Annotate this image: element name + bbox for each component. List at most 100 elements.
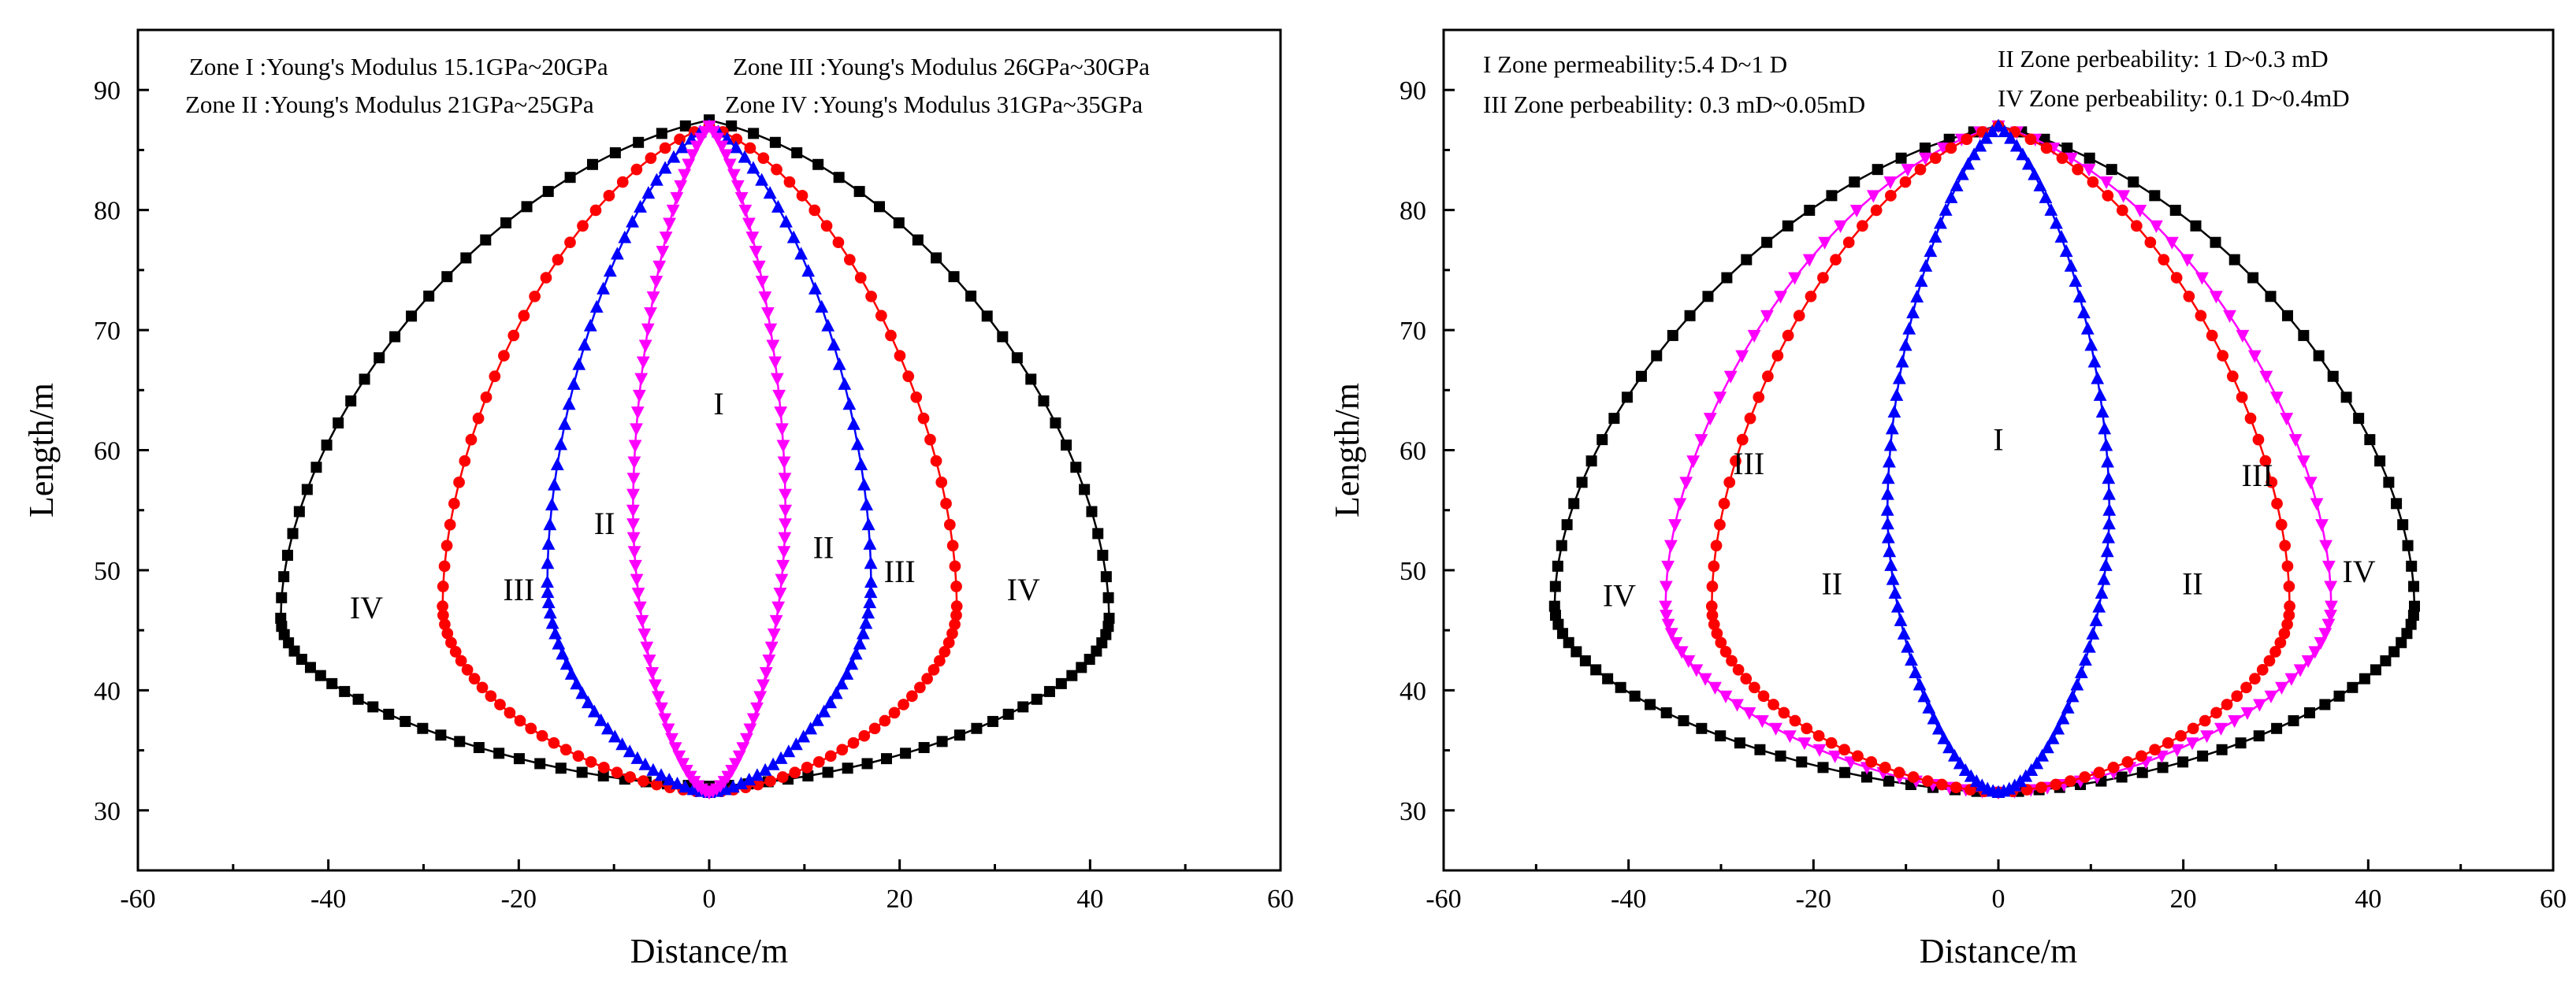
square-marker [1563,636,1574,648]
square-marker [1883,775,1894,787]
triangle-down-marker [778,532,792,545]
triangle-up-marker [817,704,831,718]
triangle-down-marker [686,149,700,162]
triangle-up-marker [827,337,841,351]
triangle-up-marker [578,337,592,351]
triangle-up-marker [810,713,824,726]
triangle-down-marker [756,679,770,692]
square-marker [1031,693,1043,705]
triangle-up-marker [2051,722,2065,735]
triangle-down-marker [2210,291,2223,304]
zone-label: I [713,386,723,421]
square-marker [1002,708,1014,720]
square-marker [1061,440,1072,451]
zone-label: II [2182,566,2203,601]
x-tick-label: -40 [310,885,346,914]
triangle-down-marker [2253,699,2266,712]
series-zone-i [1880,118,2117,798]
triangle-down-marker [779,518,792,532]
triangle-down-marker [759,666,773,681]
circle-marker [1921,775,1934,787]
triangle-down-marker [742,217,756,231]
square-marker [2235,737,2247,749]
triangle-down-marker [2288,434,2303,447]
triangle-up-marker [1947,748,1961,762]
square-marker [1817,762,1829,774]
square-marker [1651,350,1663,362]
triangle-down-marker [1901,164,1915,177]
square-marker [953,729,965,741]
square-marker [1092,528,1104,540]
square-marker [1678,715,1689,727]
triangle-up-marker [857,477,871,491]
square-marker [1561,519,1573,531]
circle-marker [1817,272,1829,284]
triangle-down-marker [769,614,783,628]
triangle-up-marker [630,751,645,764]
circle-marker [441,627,454,640]
circle-marker [611,766,623,779]
circle-marker [1715,636,1727,649]
triangle-up-marker [2030,756,2044,770]
triangle-down-marker [1755,715,1769,729]
circle-marker [943,518,956,531]
circle-marker [461,664,474,676]
circle-marker [2136,750,2147,762]
triangle-up-marker [1967,147,1981,161]
triangle-up-marker [2084,338,2098,351]
triangle-up-marker [823,696,838,709]
zone-label: IV [350,590,383,625]
triangle-down-marker [626,518,640,532]
circle-marker [1914,163,1927,176]
circle-marker [2244,412,2257,425]
triangle-up-marker [1897,626,1911,640]
triangle-down-marker [732,750,746,763]
triangle-up-marker [686,782,701,796]
square-marker [1568,498,1580,510]
square-marker [1571,646,1582,658]
triangle-down-marker [1735,350,1749,363]
triangle-up-marker [2074,665,2088,678]
legend-line: Zone II :Young's Modulus 21GPa~25GPa [185,91,594,118]
circle-marker [902,370,915,383]
triangle-up-marker [543,518,557,531]
triangle-up-marker [548,477,561,491]
square-marker [1635,370,1647,382]
square-marker [2370,664,2381,676]
triangle-down-marker [655,702,668,715]
triangle-down-marker [775,573,789,587]
square-marker [918,742,930,754]
triangle-up-marker [2028,167,2042,180]
square-marker [281,549,293,561]
circle-marker [540,272,552,284]
triangle-down-marker [2117,190,2131,203]
triangle-down-marker [631,588,645,601]
circle-marker [1740,673,1753,685]
triangle-up-marker [2080,321,2095,335]
circle-marker [865,290,877,302]
triangle-up-marker [550,457,564,471]
triangle-up-marker [2059,244,2073,258]
triangle-up-marker [678,780,693,793]
triangle-up-marker [618,230,632,243]
triangle-down-marker [627,456,641,469]
triangle-down-marker [771,601,786,614]
square-marker [1839,766,1851,778]
circle-marker [2162,736,2174,749]
circle-marker [2024,133,2037,146]
triangle-up-marker [1950,178,1964,191]
legend-line: IV Zone perbeability: 0.1 D~0.4mD [1998,84,2350,112]
triangle-up-marker [649,173,664,186]
square-marker [880,753,892,765]
circle-marker [917,412,930,425]
circle-marker [480,391,493,403]
triangle-down-marker [2236,329,2250,343]
triangle-down-marker [2214,722,2228,736]
triangle-up-marker [1880,503,1894,516]
y-axis-title: Length/m [22,383,61,518]
circle-marker [616,176,629,188]
square-marker [2247,272,2259,284]
triangle-up-marker [615,737,630,751]
triangle-up-marker [2102,471,2116,484]
triangle-up-marker [801,264,816,277]
